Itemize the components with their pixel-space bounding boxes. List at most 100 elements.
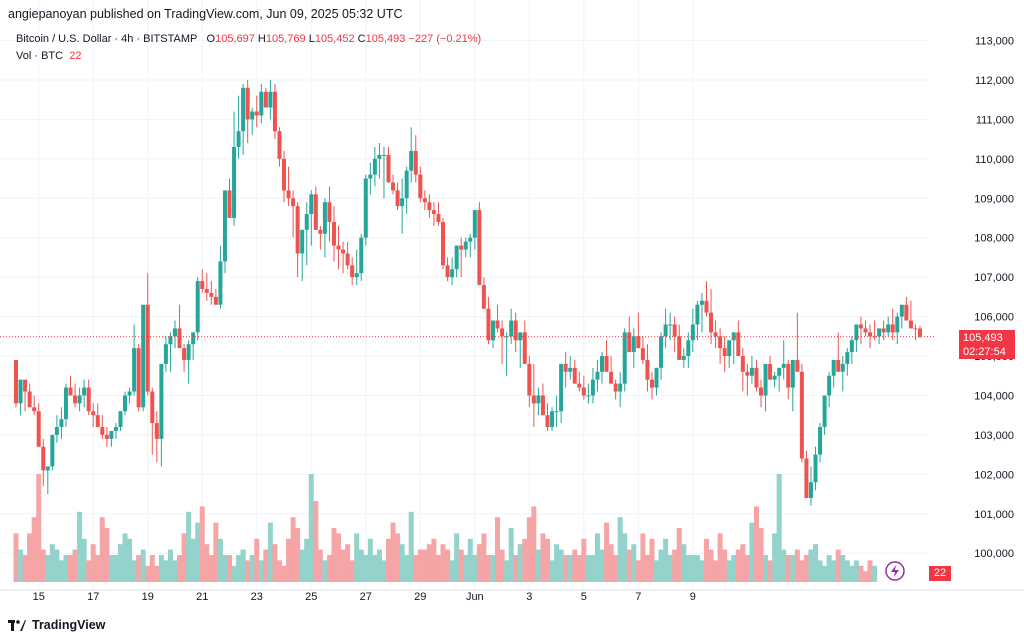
volume-bar (404, 555, 410, 582)
footer-brand[interactable]: TradingView (8, 618, 105, 632)
candle-body (672, 324, 677, 337)
candle-body (858, 324, 863, 329)
close-value: 105,493 (365, 33, 406, 45)
candle-body (477, 210, 482, 286)
y-tick-label: 102,000 (974, 469, 1014, 481)
candle-body (268, 91, 273, 108)
candle-body (291, 198, 296, 207)
volume-bar (295, 528, 301, 582)
volume-bar (753, 506, 759, 582)
candle-body (241, 87, 246, 132)
volume-bar (540, 533, 546, 582)
candle-body (581, 387, 586, 396)
candle-body (768, 363, 773, 380)
candle-body (540, 395, 545, 416)
candle-body (786, 363, 791, 388)
candle-body (286, 190, 291, 199)
volume-bar (526, 517, 532, 582)
volume-bar (608, 544, 614, 582)
volume-bar (386, 538, 392, 582)
symbol-name: Bitcoin / U.S. Dollar · 4h · BITSTAMP (16, 33, 198, 45)
volume-bar (676, 528, 682, 582)
candle-body (345, 253, 350, 266)
bar-countdown: 02:27:54 (963, 346, 1006, 358)
volume-bar (426, 544, 432, 582)
volume-bar (581, 538, 587, 582)
candle-body (309, 194, 314, 215)
volume-bar (513, 555, 519, 582)
candle-body (899, 304, 904, 317)
candle-body (100, 427, 105, 435)
candle-body (213, 296, 218, 305)
candle-body (518, 332, 523, 341)
volume-bar (590, 555, 596, 582)
candle-body (472, 210, 477, 238)
volume-bar (326, 555, 332, 582)
candle-body (895, 316, 900, 333)
candle-body (363, 178, 368, 238)
candle-body (827, 375, 832, 396)
volume-bar (685, 555, 691, 582)
candle-body (359, 237, 364, 274)
candle-body (881, 328, 886, 333)
candle-body (386, 154, 391, 183)
volume-bar (731, 555, 737, 582)
symbol-legend: Bitcoin / U.S. Dollar · 4h · BITSTAMP O1… (16, 33, 481, 45)
volume-bar (703, 538, 709, 582)
open-value: 105,697 (215, 33, 255, 45)
x-tick-label: 3 (526, 591, 532, 603)
candle-body (563, 363, 568, 372)
volume-bar (735, 549, 741, 582)
volume-bar (367, 538, 373, 582)
x-tick-label: 7 (635, 591, 641, 603)
volume-bar (776, 474, 782, 582)
high-value: 105,769 (265, 33, 306, 45)
volume-bar (181, 533, 187, 582)
y-tick-label: 113,000 (975, 36, 1014, 48)
volume-bar (572, 549, 578, 582)
y-tick-label: 112,000 (975, 75, 1014, 87)
y-tick-label: 104,000 (974, 390, 1014, 402)
candle-body (77, 395, 82, 404)
candle-body (736, 332, 741, 357)
candle-body (368, 174, 373, 179)
candle-body (50, 434, 55, 467)
candle-body (890, 324, 895, 333)
volume-bar (849, 565, 855, 582)
volume-tag: 22 (929, 566, 951, 581)
volume-bar (236, 555, 242, 582)
candle-body (154, 423, 159, 439)
candle-body (277, 131, 282, 159)
candle-body (195, 281, 200, 333)
candle-body (254, 111, 259, 116)
candle-body (886, 324, 891, 333)
volume-bar (308, 474, 314, 582)
volume-bar (13, 533, 19, 582)
volume-bar (549, 560, 555, 582)
candle-body (522, 332, 527, 364)
candle-body (840, 363, 845, 372)
volume-bar (408, 511, 414, 582)
candle-body (32, 407, 37, 412)
candle-body (350, 265, 355, 278)
y-tick-label: 111,000 (976, 114, 1014, 126)
volume-bar (122, 533, 128, 582)
volume-bar (667, 555, 673, 582)
volume-bar (431, 538, 437, 582)
volume-bar (113, 555, 119, 582)
volume-bar (726, 560, 732, 582)
volume-bar (290, 517, 296, 582)
open-label: O (206, 33, 216, 45)
volume-bar (381, 560, 387, 582)
candle-body (845, 352, 850, 364)
candle-body (913, 328, 918, 330)
candle-body (295, 206, 300, 254)
volume-bar (108, 555, 114, 582)
candle-body (322, 202, 327, 234)
volume-bar (27, 533, 33, 582)
candle-body (699, 300, 704, 305)
candle-body (804, 458, 809, 499)
volume-bar (49, 544, 55, 582)
x-tick-label: 19 (142, 591, 154, 603)
